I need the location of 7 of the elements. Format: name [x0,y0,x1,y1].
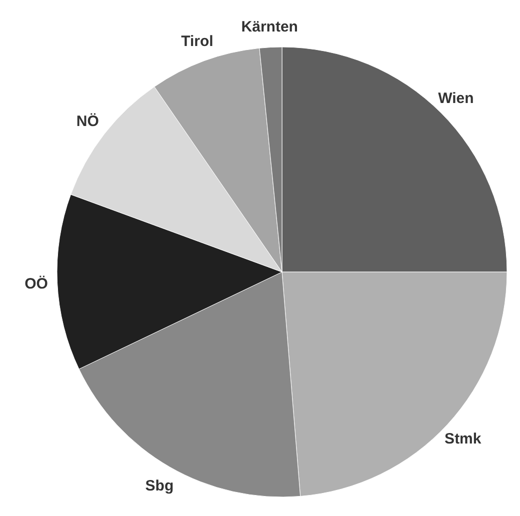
slice-label: Wien [438,90,474,108]
slice-label: Tirol [181,33,214,50]
slice-label: OÖ [24,276,48,293]
slice-label: Kärnten [241,18,298,36]
slice-label: Sbg [145,477,174,494]
slice-label: Stmk [444,430,482,448]
slice-label: NÖ [76,113,100,130]
